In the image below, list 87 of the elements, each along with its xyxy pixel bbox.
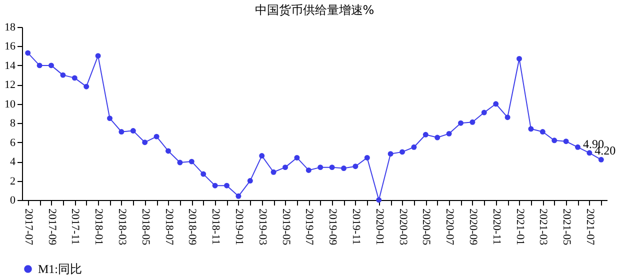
point — [493, 101, 499, 107]
point — [142, 140, 148, 146]
y-tick-label: 6 — [10, 136, 16, 149]
point — [481, 110, 487, 116]
x-tick-label: 2017-11 — [69, 208, 82, 245]
point — [376, 197, 382, 203]
point — [118, 129, 124, 134]
x-tick-label: 2017-09 — [46, 208, 58, 246]
point — [247, 178, 253, 184]
x-tick-label: 2019-03 — [256, 208, 268, 246]
point — [400, 149, 405, 155]
y-tick-label: 2 — [10, 175, 16, 188]
point — [388, 151, 394, 157]
point — [25, 50, 31, 56]
point — [411, 144, 417, 150]
point — [270, 169, 276, 175]
point — [329, 164, 335, 170]
x-tick-label: 2018-01 — [92, 208, 105, 246]
x-tick-label: 2019-07 — [303, 208, 316, 246]
x-tick-label: 2021-07 — [584, 208, 596, 246]
point — [470, 119, 476, 125]
point — [458, 120, 464, 126]
point — [72, 75, 78, 81]
x-tick-label: 2021-05 — [560, 208, 573, 246]
x-tick-label: 2019-09 — [326, 208, 339, 246]
point — [306, 167, 312, 173]
point — [352, 164, 358, 170]
x-tick-label: 2021-03 — [537, 208, 550, 246]
point — [188, 158, 194, 164]
y-tick-label: 18 — [4, 22, 16, 34]
x-tick-label: 2019-11 — [350, 208, 362, 245]
x-tick-label: 2020-11 — [490, 208, 502, 245]
point — [504, 114, 510, 120]
point — [259, 153, 265, 159]
x-tick-label: 2019-05 — [280, 208, 292, 246]
x-tick-label: 2020-05 — [420, 208, 432, 246]
point — [84, 84, 90, 90]
y-tick-label: 16 — [4, 40, 16, 53]
x-tick-label: 2018-11 — [210, 208, 222, 245]
point — [282, 164, 288, 170]
x-tick-label: 2017-07 — [22, 208, 34, 246]
point — [528, 126, 534, 132]
point — [598, 156, 604, 162]
y-tick-label: 12 — [4, 79, 16, 92]
y-tick-label: 14 — [4, 60, 16, 72]
point — [212, 182, 218, 188]
point — [575, 144, 580, 150]
point — [552, 138, 558, 144]
point — [446, 130, 452, 136]
point — [563, 138, 569, 144]
point — [236, 193, 242, 199]
point — [586, 150, 592, 156]
x-tick-label: 2018-03 — [116, 208, 128, 246]
x-tick-label: 2018-05 — [139, 208, 152, 246]
point — [154, 134, 160, 140]
point — [166, 148, 171, 154]
x-tick-label: 2020-03 — [396, 208, 409, 246]
y-tick-label: 0 — [10, 194, 16, 206]
point — [48, 62, 54, 68]
point — [177, 160, 183, 166]
point — [341, 166, 346, 172]
x-tick-label: 2020-07 — [444, 208, 456, 246]
y-tick-label: 4 — [10, 156, 16, 168]
point — [318, 164, 324, 170]
y-tick-label: 10 — [4, 98, 16, 110]
x-tick-label: 2019-01 — [232, 208, 245, 246]
x-tick-label: 2020-01 — [373, 208, 386, 246]
point — [224, 182, 230, 188]
point — [434, 134, 440, 140]
legend-label: M1:同比 — [38, 262, 82, 276]
x-tick-label: 2018-07 — [162, 208, 175, 246]
point — [516, 56, 522, 62]
point — [294, 154, 300, 160]
x-tick-label: 2020-09 — [466, 208, 479, 246]
point — [107, 116, 112, 122]
point — [364, 154, 370, 160]
chart-title: 中国货币供给量增速% — [254, 3, 374, 17]
point — [36, 62, 42, 68]
point — [60, 72, 66, 78]
point — [130, 128, 136, 134]
point — [422, 132, 428, 138]
point — [200, 171, 206, 177]
x-tick-label: 2018-09 — [186, 208, 198, 246]
y-tick-label: 8 — [10, 118, 16, 130]
point — [95, 53, 101, 59]
point — [540, 129, 546, 134]
x-tick-label: 2021-01 — [514, 208, 526, 246]
